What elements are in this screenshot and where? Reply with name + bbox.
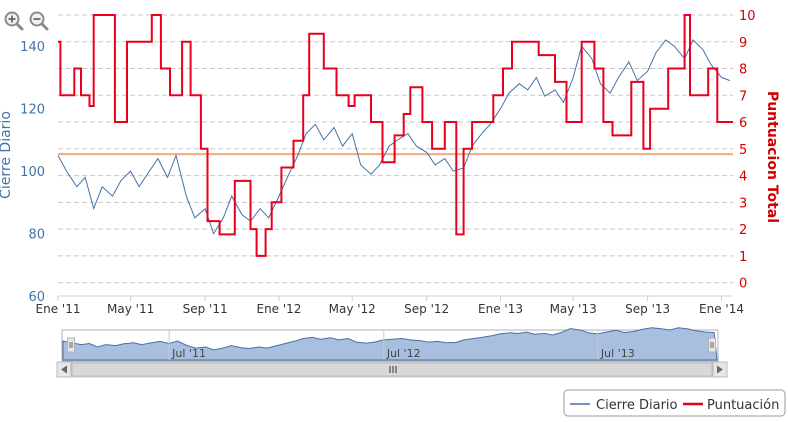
y-right-tick-label: 0 — [739, 277, 747, 292]
y-axis-right-ticks: 0 1 2 3 4 5 6 7 8 9 10 — [739, 9, 756, 292]
x-tick-label: Sep '12 — [404, 302, 449, 316]
navigator-handle-left[interactable] — [67, 337, 75, 353]
y-right-tick-label: 4 — [739, 170, 747, 185]
x-tick-label: May '13 — [550, 302, 597, 316]
navigator-labels: Jul '11 Jul '12 Jul '13 — [168, 331, 635, 360]
y-axis-left-title: Cierre Diario — [0, 111, 14, 199]
grid-lines — [58, 14, 733, 284]
legend-label-puntuacion: Puntuación — [707, 398, 779, 413]
navigator-handle-right[interactable] — [708, 337, 716, 353]
y-left-tick-label: 80 — [28, 228, 45, 243]
navigator-label: Jul '11 — [171, 347, 206, 360]
y-right-tick-label: 2 — [739, 223, 747, 238]
y-left-tick-label: 100 — [20, 165, 45, 180]
navigator-label: Jul '12 — [386, 347, 421, 360]
x-tick-label: Sep '13 — [625, 302, 670, 316]
navigator-label: Jul '13 — [600, 347, 635, 360]
triangle-left-icon — [61, 365, 67, 374]
scrollbar[interactable] — [56, 361, 728, 378]
y-right-tick-label: 1 — [739, 250, 747, 265]
x-tick-label: May '12 — [329, 302, 376, 316]
scroll-right-button[interactable] — [712, 361, 728, 378]
x-tick-label: Ene '14 — [699, 302, 744, 316]
y-right-tick-label: 5 — [739, 143, 747, 158]
y-axis-left-ticks: 60 80 100 120 140 — [20, 40, 45, 305]
y-right-tick-label: 9 — [739, 36, 747, 51]
legend: Cierre Diario Puntuación — [563, 389, 786, 417]
y-left-tick-label: 60 — [28, 290, 45, 305]
series-line-puntuacion — [58, 14, 733, 257]
y-right-tick-label: 10 — [739, 9, 756, 24]
x-axis-ticks: Ene '11 May '11 Sep '11 Ene '12 May '12 Sep '… — [36, 296, 744, 316]
legend-item-puntuacion[interactable]: Puntuación — [683, 398, 779, 413]
zoom-in-button[interactable] — [4, 11, 24, 31]
x-tick-label: Sep '11 — [183, 302, 228, 316]
zoom-out-button[interactable] — [29, 11, 49, 31]
y-right-tick-label: 8 — [739, 63, 747, 78]
navigator-area — [62, 327, 718, 361]
x-tick-label: Ene '13 — [478, 302, 523, 316]
legend-label-cierre-diario: Cierre Diario — [596, 398, 678, 413]
series-line-cierre-diario — [57, 39, 731, 235]
legend-box — [563, 389, 786, 417]
scroll-left-button[interactable] — [56, 361, 72, 378]
grip-lines-icon — [389, 366, 397, 373]
triangle-right-icon — [717, 365, 723, 374]
legend-item-cierre-diario[interactable]: Cierre Diario — [570, 398, 678, 413]
y-axis-right-title: Puntuacion Total — [764, 91, 780, 223]
scrollbar-thumb[interactable] — [71, 362, 713, 377]
x-tick-label: May '11 — [107, 302, 154, 316]
y-right-tick-label: 7 — [739, 89, 747, 104]
navigator[interactable]: Jul '11 Jul '12 Jul '13 — [61, 327, 719, 362]
y-right-tick-label: 6 — [739, 116, 747, 131]
y-left-tick-label: 140 — [20, 40, 45, 55]
y-right-tick-label: 3 — [739, 196, 747, 211]
x-tick-label: Ene '12 — [256, 302, 301, 316]
y-left-tick-label: 120 — [20, 103, 45, 118]
x-tick-label: Ene '11 — [36, 302, 81, 316]
